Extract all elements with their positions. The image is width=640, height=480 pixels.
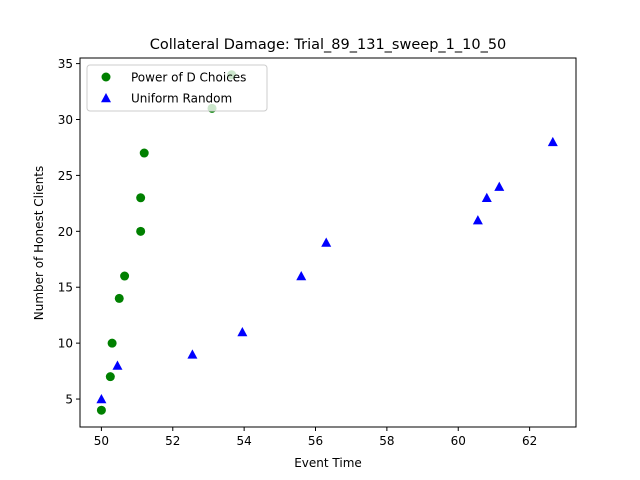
x-tick-label: 54 [237, 434, 252, 448]
plot-frame [79, 57, 577, 428]
plot-area [96, 70, 558, 415]
x-tick-label: 58 [379, 434, 394, 448]
y-tick-label: 35 [58, 57, 73, 71]
data-point-circle [136, 226, 146, 236]
y-tick-label: 15 [58, 281, 73, 295]
y-tick-label: 25 [58, 169, 73, 183]
data-point-circle [105, 372, 115, 382]
legend-box [86, 64, 268, 112]
x-tick-label: 50 [94, 434, 109, 448]
x-axis: 50 52 54 56 58 60 62 [94, 427, 537, 448]
data-point-triangle [296, 271, 307, 281]
legend-label-1: Power of D Choices [131, 71, 246, 85]
x-tick-label: 62 [522, 434, 537, 448]
data-point-circle [139, 148, 149, 158]
data-point-circle [136, 193, 146, 203]
data-point-triangle [187, 349, 198, 359]
data-point-circle [96, 405, 106, 415]
data-point-circle [120, 271, 130, 281]
chart-title: Collateral Damage: Trial_89_131_sweep_1_… [150, 37, 507, 53]
data-point-triangle [494, 181, 505, 191]
x-tick-label: 60 [451, 434, 466, 448]
data-point-triangle [96, 394, 107, 404]
legend-marker-2 [101, 93, 111, 103]
data-point-triangle [472, 215, 483, 225]
data-point-circle [114, 293, 124, 303]
y-tick-label: 20 [58, 225, 73, 239]
y-axis: 5 10 15 20 25 30 35 [58, 57, 80, 407]
y-axis-label: Number of Honest Clients [32, 166, 46, 321]
data-point-triangle [112, 360, 123, 370]
data-point-triangle [547, 136, 558, 147]
y-tick-label: 5 [65, 393, 73, 407]
y-tick-label: 10 [58, 337, 73, 351]
y-tick-label: 30 [58, 113, 73, 127]
legend-label-2: Uniform Random [131, 92, 232, 106]
data-point-triangle [237, 326, 248, 337]
data-point-circle [107, 338, 117, 348]
legend-marker-1 [101, 72, 111, 82]
data-point-triangle [321, 237, 332, 247]
data-point-triangle [481, 192, 492, 203]
x-tick-label: 56 [308, 434, 323, 448]
x-tick-label: 52 [165, 434, 180, 448]
x-axis-label: Event Time [294, 456, 362, 470]
legend: Power of D Choices Uniform Random [86, 64, 268, 112]
